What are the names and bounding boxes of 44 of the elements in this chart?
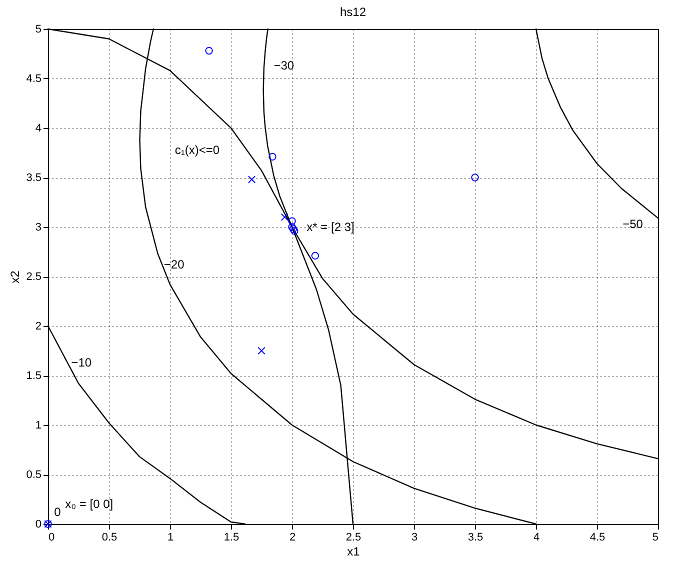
y-tick-label: 1 xyxy=(35,420,42,432)
annotation: −50 xyxy=(622,217,644,232)
point xyxy=(288,223,296,231)
annotation: −30 xyxy=(274,58,294,73)
y-tick-label: 4 xyxy=(35,122,42,134)
annotation: −10 xyxy=(71,356,92,370)
point xyxy=(289,225,298,233)
y-tick-label: 2.5 xyxy=(26,271,42,283)
x-tick-label: 2 xyxy=(289,532,296,544)
y-axis-title: x2 xyxy=(8,270,22,284)
x-tick-label: 0.5 xyxy=(102,532,118,544)
x-tick-label: 4.5 xyxy=(590,532,606,544)
y-tick-label: 1.5 xyxy=(26,370,42,382)
point xyxy=(290,227,298,235)
y-tick-label: 4.5 xyxy=(26,73,42,85)
x-tick-label: 5 xyxy=(652,532,658,544)
x-tick-label: 0 xyxy=(48,532,55,544)
y-tick-label: 0.5 xyxy=(26,469,42,481)
x-tick-label: 4 xyxy=(533,532,540,544)
annotation: −20 xyxy=(164,258,185,272)
point xyxy=(280,213,289,221)
annotation: x* = [2 3] xyxy=(306,220,354,234)
chart-title: hs12 xyxy=(340,5,366,19)
y-tick-label: 3 xyxy=(35,222,42,234)
x-tick-label: 2.5 xyxy=(346,532,362,544)
y-tick-label: 2 xyxy=(35,320,42,332)
x-tick-label: 3.5 xyxy=(468,532,484,544)
x-axis-title: x1 xyxy=(347,544,360,558)
point xyxy=(268,152,276,161)
point xyxy=(248,176,256,184)
annotation: x₀ = [0 0] xyxy=(65,497,114,512)
point xyxy=(205,46,213,55)
point xyxy=(311,252,320,260)
point xyxy=(471,174,479,182)
annotation: c₁(x)<=0 xyxy=(174,142,220,157)
annotation: 0 xyxy=(54,505,62,520)
x-tick-label: 1.5 xyxy=(224,532,240,544)
y-tick-label: 0 xyxy=(35,518,42,530)
y-tick-label: 5 xyxy=(35,24,42,36)
y-tick-label: 3.5 xyxy=(26,172,42,184)
x-tick-label: 1 xyxy=(167,532,174,544)
point xyxy=(258,346,266,355)
point xyxy=(288,217,296,225)
x-tick-label: 3 xyxy=(411,532,418,544)
